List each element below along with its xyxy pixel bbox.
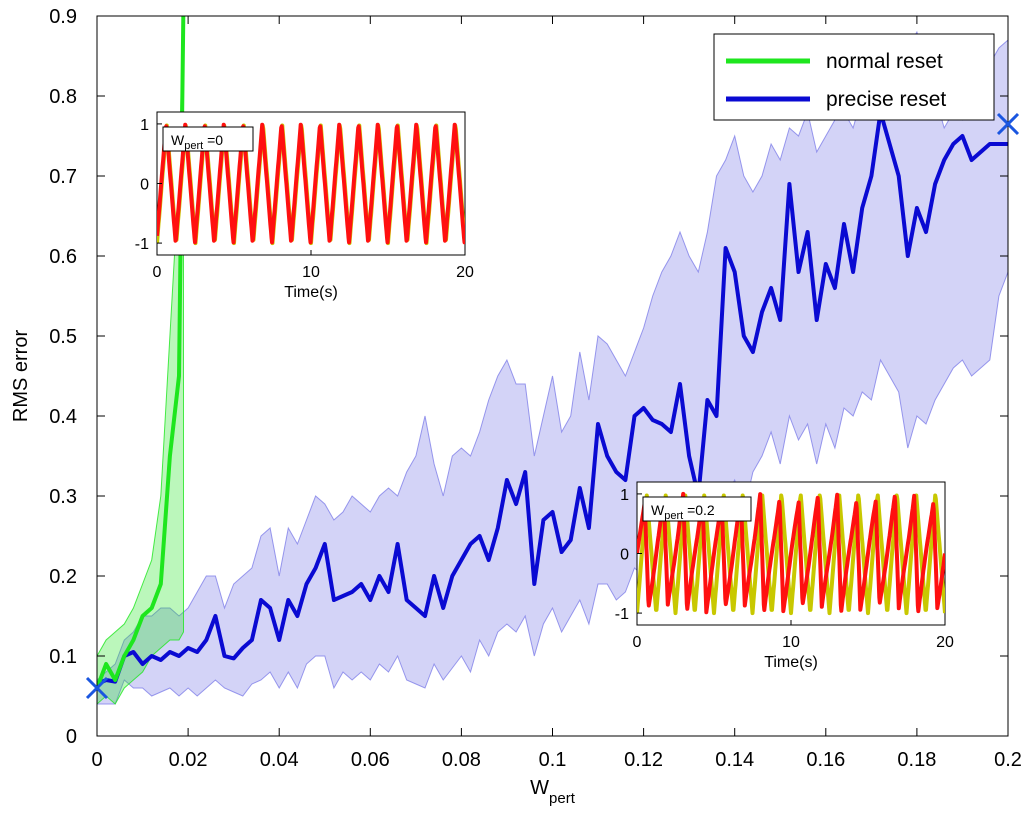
inset-annotation-box xyxy=(162,126,254,152)
inset-annotation: Wpert =0 xyxy=(162,126,254,152)
y-tick-label: 0.9 xyxy=(49,6,77,28)
inset-y-tick-label: -1 xyxy=(615,606,629,623)
inset-annotation-sub: pert xyxy=(184,140,203,152)
main-plot: 0 0.02 0.04 0.06 0.08 0.1 0.12 0.14 0.16 0.18 0.2 0… xyxy=(10,6,1022,807)
inset-output-line xyxy=(157,122,465,245)
inset-reference-line xyxy=(637,493,945,616)
x-tick-label: 0.2 xyxy=(994,749,1022,771)
inset-series-group xyxy=(637,491,945,616)
y-tick-label: 0.2 xyxy=(49,566,77,588)
inset-annotation: Wpert =0.2 xyxy=(642,496,752,522)
y-tick-label: 0.6 xyxy=(49,246,77,268)
inset-x-tick-label: 10 xyxy=(302,264,320,281)
inset-x-tick-label: 0 xyxy=(633,634,642,651)
x-tick-label: 0.06 xyxy=(351,749,390,771)
inset-annotation-box xyxy=(642,496,752,522)
legend: normal reset precise reset xyxy=(713,33,995,121)
x-tick-label: 0.1 xyxy=(539,749,567,771)
y-tick-label: 0.3 xyxy=(49,486,77,508)
inset-annotation-value: =0.2 xyxy=(683,502,715,518)
inset-output-line xyxy=(637,491,945,615)
x-marker xyxy=(85,676,109,700)
inset-annotation-text: Wpert =0.2 xyxy=(651,502,715,522)
inset-annotation-text: Wpert =0 xyxy=(171,132,223,152)
inset-x-tick-label: 0 xyxy=(153,264,162,281)
inset-x-tick-label: 20 xyxy=(936,634,954,651)
x-axis-label: Wpert xyxy=(530,777,576,807)
x-marker-stroke xyxy=(996,112,1020,136)
x-axis-label-sub: pert xyxy=(549,790,576,807)
y-tick-label: 0.7 xyxy=(49,166,77,188)
x-tick-label: 0.18 xyxy=(897,749,936,771)
inset-annotation-value: =0 xyxy=(203,132,223,148)
x-tick-label: 0.04 xyxy=(260,749,299,771)
x-tick-label: 0.08 xyxy=(442,749,481,771)
y-tick-label: 0.4 xyxy=(49,406,77,428)
x-marker-stroke xyxy=(85,676,109,700)
y-tick-label: 0 xyxy=(66,726,77,748)
legend-box xyxy=(713,33,995,121)
x-axis-label-main: W xyxy=(530,777,549,799)
x-tick-label: 0.02 xyxy=(169,749,208,771)
y-tick-label: 0.8 xyxy=(49,86,77,108)
inset-x-tick-label: 10 xyxy=(782,634,800,651)
inset-annotation-main: W xyxy=(651,502,665,518)
x-tick-label: 0.14 xyxy=(715,749,754,771)
y-axis-label: RMS error xyxy=(10,330,32,423)
inset-series-group xyxy=(157,122,465,246)
inset-annotation-main: W xyxy=(171,132,185,148)
inset-y-tick-label: 0 xyxy=(140,177,149,194)
series-group xyxy=(97,16,1008,705)
precise-reset-line xyxy=(97,110,1008,686)
x-tick-label: 0.12 xyxy=(624,749,663,771)
inset-x-axis-label: Time(s) xyxy=(764,654,818,671)
inset-x-axis-label: Time(s) xyxy=(284,284,338,301)
legend-label: normal reset xyxy=(826,50,943,73)
inset-y-tick-label: 1 xyxy=(140,117,149,134)
precise-reset-band xyxy=(97,30,1008,705)
inset-y-tick-label: 1 xyxy=(620,487,629,504)
normal-reset-line xyxy=(97,16,186,689)
x-tick-label: 0.16 xyxy=(806,749,845,771)
y-tick-label: 0.1 xyxy=(49,646,77,668)
inset-x-tick-label: 20 xyxy=(456,264,474,281)
inset-y-tick-label: -1 xyxy=(135,236,149,253)
legend-label: precise reset xyxy=(826,88,946,111)
y-tick-label: 0.5 xyxy=(49,326,77,348)
x-marker xyxy=(996,112,1020,136)
inset-y-tick-label: 0 xyxy=(620,547,629,564)
inset-annotation-sub: pert xyxy=(664,510,683,522)
x-tick-label: 0 xyxy=(91,749,102,771)
normal-reset-band xyxy=(97,16,184,705)
